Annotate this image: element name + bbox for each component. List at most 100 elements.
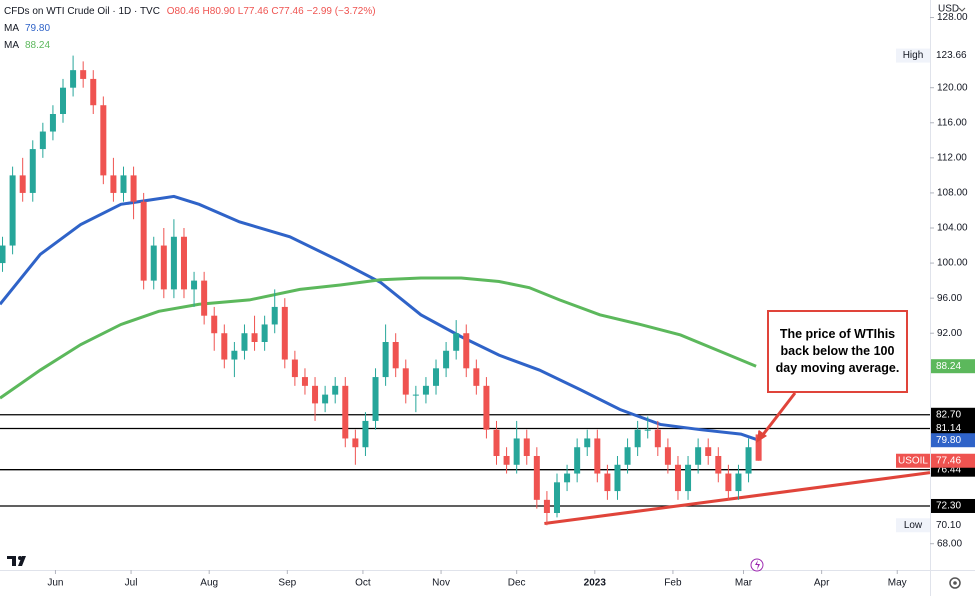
event-icon[interactable] (750, 558, 764, 572)
ohlc-item: O80.46 (166, 6, 200, 17)
plot-area (0, 55, 931, 526)
y-tick-label: 100.00 (937, 258, 968, 269)
candle-body (19, 175, 26, 193)
settings-icon[interactable] (949, 577, 961, 589)
candle-body (150, 245, 157, 281)
x-tick-label: Dec (508, 578, 526, 589)
ohlc-values: O80.46 H80.90 L77.46 C77.46 −2.99 (−3.72%) (167, 6, 379, 17)
trend-line (544, 471, 931, 526)
candle-body (513, 438, 520, 465)
candle-body (70, 70, 77, 88)
ohlc-item: H80.90 (202, 6, 235, 17)
candle-body (140, 201, 147, 281)
candle-body (271, 306, 278, 325)
price-tag-name: High (903, 50, 924, 61)
candle-body (695, 447, 702, 465)
level-tag (931, 407, 975, 422)
price-tag (931, 453, 975, 468)
y-tick-label: 112.00 (937, 152, 967, 163)
candle-body (160, 245, 167, 290)
candle-body (110, 175, 117, 193)
price-tag-name: Low (904, 520, 923, 531)
candle-body (231, 350, 238, 360)
indicator-row: MA 79.80 (4, 20, 379, 37)
y-tick-label: 96.00 (937, 293, 962, 304)
candle-body (624, 447, 631, 465)
candle-body (685, 464, 692, 492)
candle-body (543, 499, 550, 513)
x-tick-label: Apr (814, 578, 830, 589)
candle-body (382, 342, 389, 378)
indicator-value: 79.80 (25, 23, 51, 34)
candle-body (80, 70, 87, 79)
candle-body (725, 473, 732, 492)
candle-body (60, 87, 67, 114)
price-tag (931, 48, 975, 63)
candle-body (634, 429, 641, 448)
level-tag (931, 498, 975, 513)
moving-average (0, 276, 757, 400)
annotation-arrow (760, 392, 797, 437)
moving-average (0, 194, 760, 442)
candle-body (392, 342, 399, 369)
candle-body (402, 368, 409, 395)
tv-logo (7, 556, 26, 566)
candle-body (211, 315, 218, 334)
y-tick-label: 116.00 (937, 117, 967, 128)
dropdown-icon[interactable] (958, 7, 966, 12)
candle-body (170, 236, 177, 290)
candle-body (745, 447, 752, 474)
candle-body (261, 324, 268, 342)
price-tag (931, 433, 975, 448)
indicator-rows: MA 79.80 MA 88.24 (4, 20, 379, 54)
price-tag-label: 123.66 (936, 50, 967, 61)
candle-body (39, 131, 46, 150)
x-tick-label: Feb (664, 578, 682, 589)
level-tag-label: 81.14 (936, 423, 961, 434)
candle-body (120, 175, 127, 193)
price-tag-name-box (896, 518, 930, 533)
price-tag (931, 359, 975, 374)
candle-body (564, 473, 571, 483)
x-tick-label: May (888, 578, 907, 589)
y-tick-label: 104.00 (937, 223, 968, 234)
candle-body (221, 333, 228, 360)
candle-body (674, 464, 681, 492)
candle-body (322, 394, 329, 404)
candle-body (523, 438, 530, 456)
candle-body (705, 447, 712, 456)
candle-body (604, 473, 611, 492)
candle-body (755, 434, 762, 461)
candle-body (312, 385, 319, 404)
currency: USD (938, 4, 959, 15)
ohlc-item: −2.99 (−3.72%) (306, 6, 376, 17)
indicator-name: MA (4, 40, 19, 51)
y-tick-label: 128.00 (937, 12, 968, 23)
candle-body (483, 385, 490, 430)
candle-body (654, 429, 661, 448)
candle-body (49, 114, 56, 132)
indicator-row: MA 88.24 (4, 37, 379, 54)
candle-body (433, 368, 440, 386)
candle-body (352, 438, 359, 448)
candle-body (584, 438, 591, 448)
candle-body (90, 78, 97, 106)
price-tag-label: 70.10 (936, 520, 961, 531)
candle-body (422, 385, 429, 395)
x-tick-label: Nov (432, 578, 450, 589)
candle-body (644, 429, 651, 431)
annotation: The price of WTIhis back below the 100 d… (767, 310, 908, 393)
legend: CFDs on WTI Crude Oil · 1D · TVC O80.46 H… (4, 3, 379, 54)
x-tick-label: Aug (200, 578, 218, 589)
candle-body (9, 175, 16, 246)
candle-body (453, 333, 460, 351)
level-tag-label: 76.44 (936, 464, 961, 475)
price-tag-label: 88.24 (936, 361, 961, 372)
y-tick-label: 68.00 (937, 538, 962, 549)
candle-body (715, 456, 722, 474)
price-tag-name: USOIL (898, 455, 928, 466)
candle-body (443, 350, 450, 369)
candle-body (594, 438, 601, 474)
